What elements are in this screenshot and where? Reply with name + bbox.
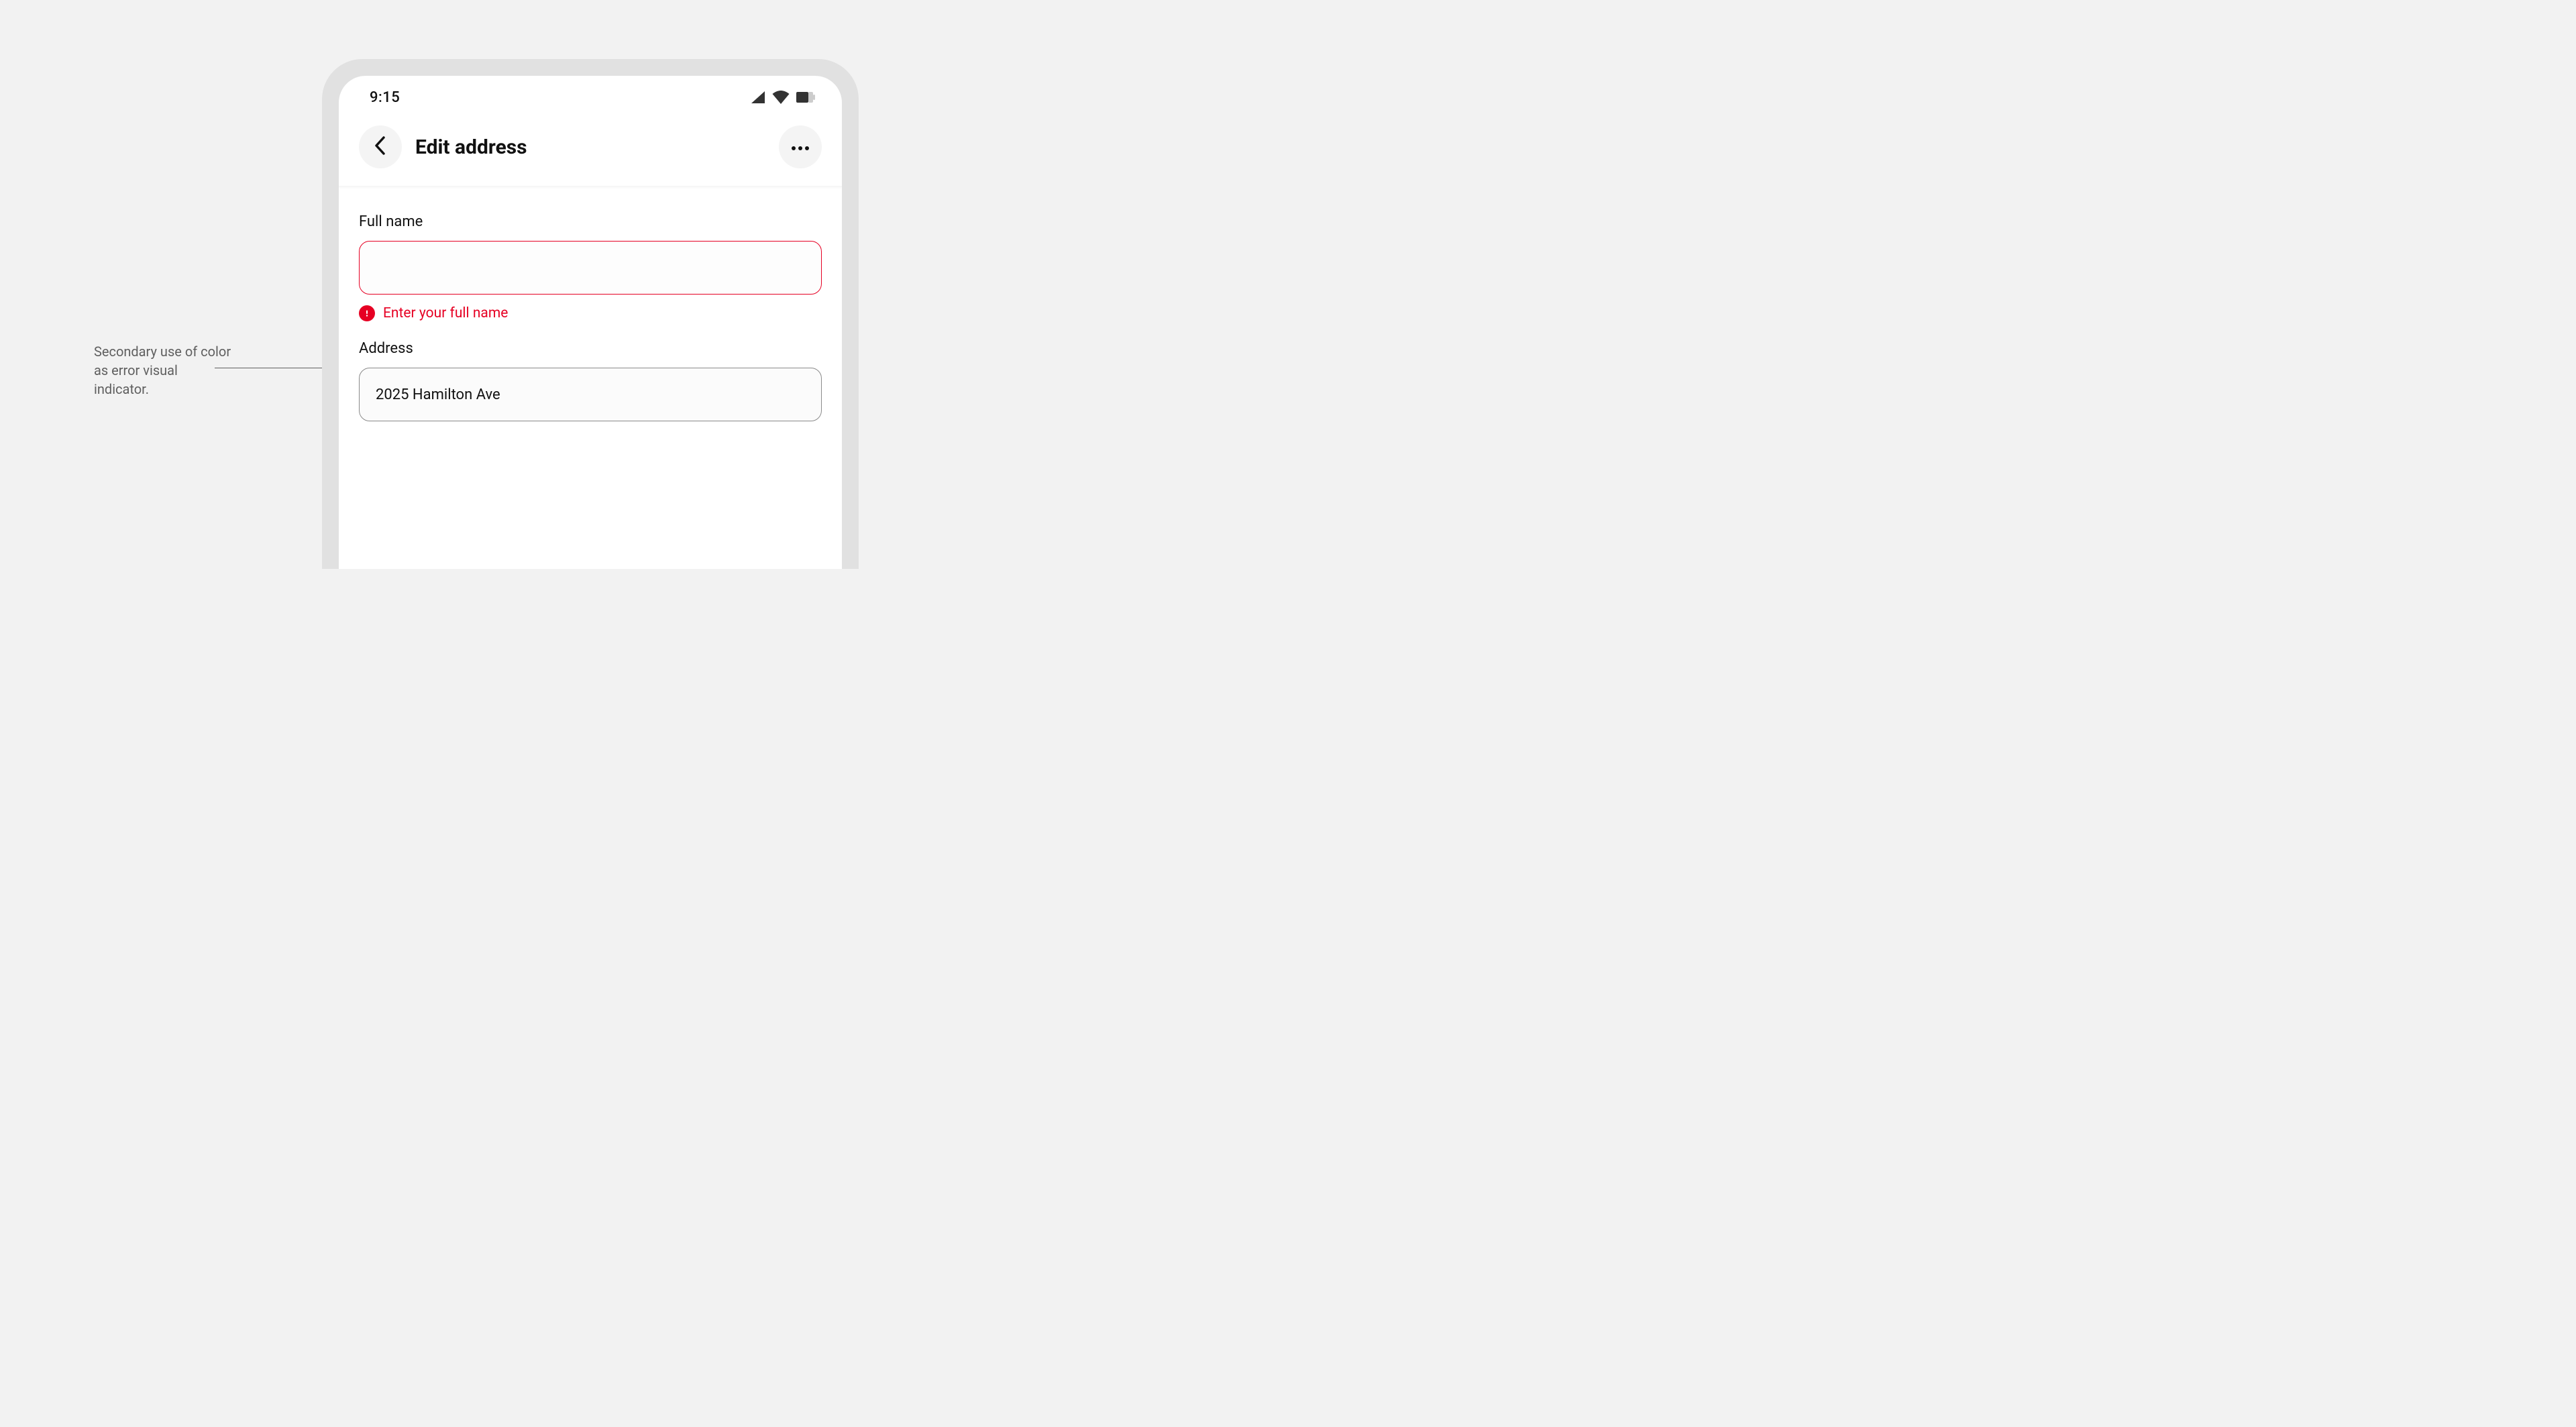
battery-icon [796,92,815,103]
device-frame: 9:15 [322,59,859,569]
page-title: Edit address [415,136,779,159]
full-name-error: Enter your full name [359,305,822,321]
error-icon [359,305,375,321]
more-button[interactable] [779,125,822,168]
more-horizontal-icon [791,141,810,154]
device-screen: 9:15 [339,76,842,569]
full-name-label: Full name [359,213,822,230]
status-icons [751,91,815,104]
wifi-icon [772,91,790,104]
back-button[interactable] [359,125,402,168]
screen-header: Edit address [339,119,842,187]
form: Full name Enter your full name Address [339,187,842,421]
address-label: Address [359,340,822,357]
annotation-callout: Secondary use of color as error visual i… [94,342,235,399]
annotation-text: Secondary use of color as error visual i… [94,343,231,397]
chevron-left-icon [374,136,387,158]
address-group: Address [359,340,822,421]
full-name-error-text: Enter your full name [383,305,508,321]
signal-icon [751,91,765,104]
address-input[interactable] [359,368,822,421]
canvas: Secondary use of color as error visual i… [0,0,1020,565]
status-bar: 9:15 [339,76,842,119]
full-name-input[interactable] [359,241,822,295]
status-time: 9:15 [370,89,400,106]
full-name-group: Full name Enter your full name [359,213,822,321]
